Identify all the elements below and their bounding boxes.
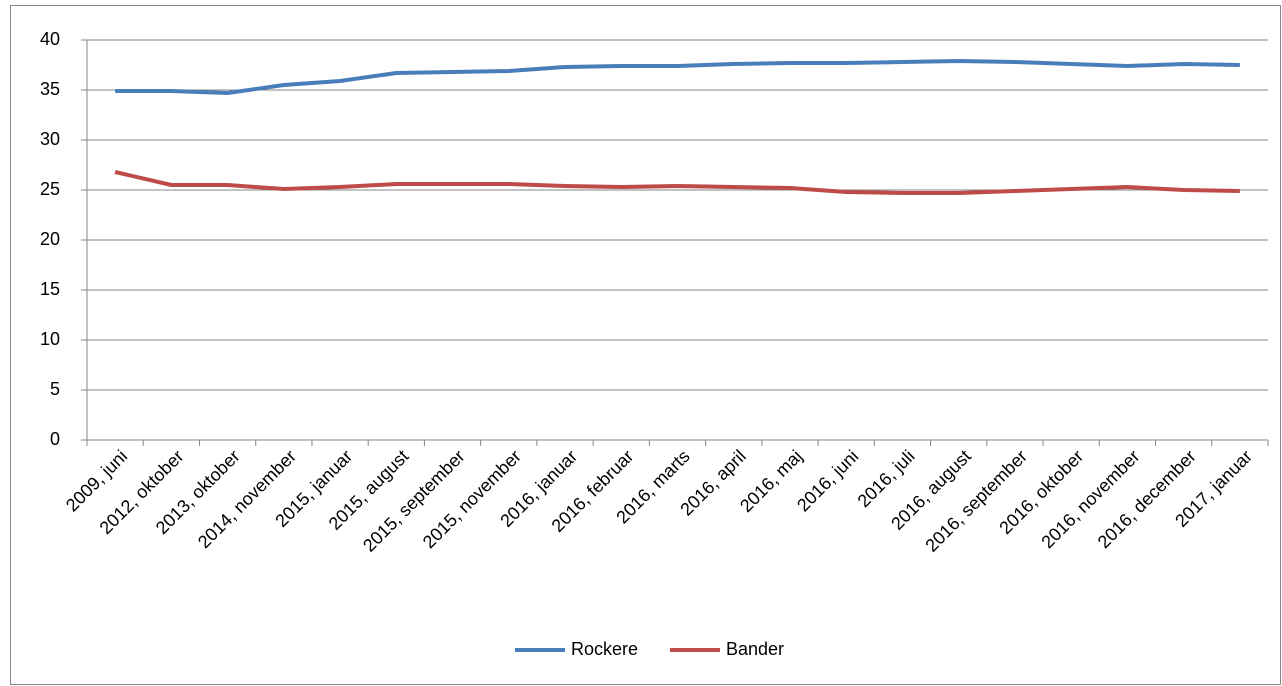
y-tick-label: 5 [50,379,60,399]
y-tick-label: 40 [40,29,60,49]
y-tick-label: 25 [40,179,60,199]
y-tick-label: 20 [40,229,60,249]
y-tick-label: 15 [40,279,60,299]
y-tick-label: 30 [40,129,60,149]
line [115,59,1240,95]
y-tick-label: 0 [50,429,60,449]
chart-border [10,5,1281,685]
line [114,170,1240,195]
y-tick-label: 35 [40,79,60,99]
y-tick-label: 10 [40,329,60,349]
legend-label: Bander [726,639,784,659]
legend-label: Rockere [571,639,638,659]
